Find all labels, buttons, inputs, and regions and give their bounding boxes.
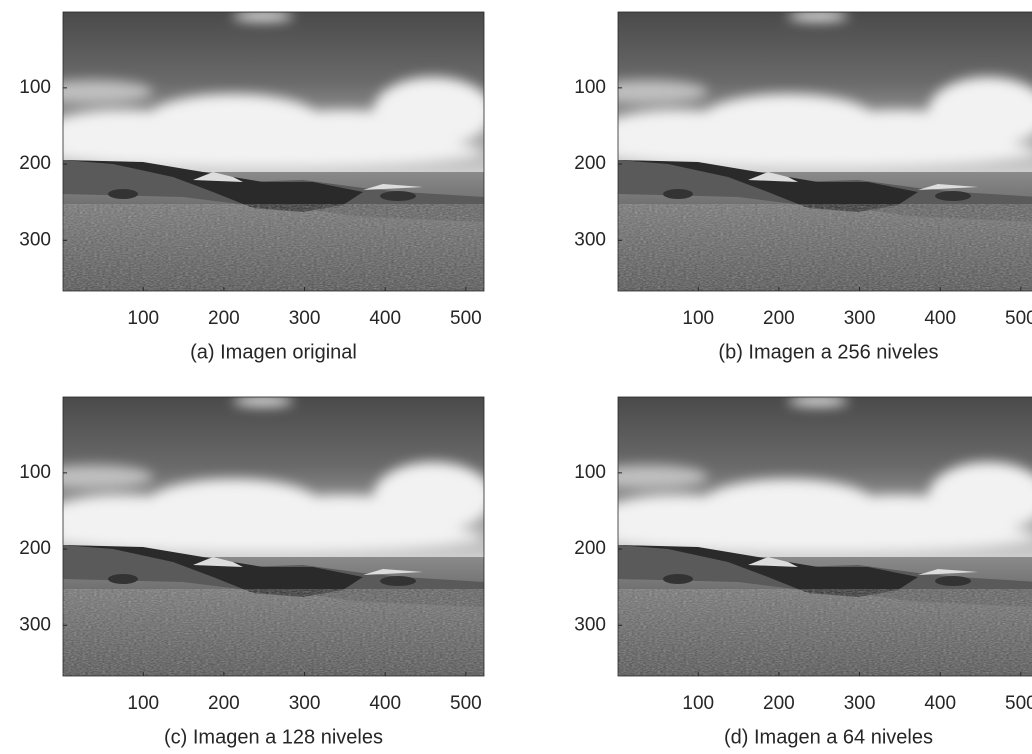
x-tick-label: 400	[924, 308, 956, 329]
x-axis-label: (d) Imagen a 64 niveles	[724, 726, 933, 748]
y-tick-label: 300	[19, 229, 51, 250]
image	[588, 396, 1032, 676]
x-tick-label: 100	[682, 308, 714, 329]
x-tick-label: 500	[1005, 693, 1032, 714]
x-tick-label: 400	[369, 693, 401, 714]
x-axis-label: (c) Imagen a 128 niveles	[164, 726, 383, 748]
x-tick-label: 200	[208, 308, 240, 329]
y-tick-label: 200	[574, 153, 606, 174]
x-tick-label: 100	[682, 693, 714, 714]
x-tick-label: 100	[127, 308, 159, 329]
x-axis-label: (a) Imagen original	[190, 341, 357, 363]
x-axis-label: (b) Imagen a 256 niveles	[718, 341, 938, 363]
x-tick-label: 200	[763, 308, 795, 329]
y-tick-label: 300	[19, 614, 51, 635]
x-tick-label: 500	[1005, 308, 1032, 329]
y-tick-label: 100	[574, 462, 606, 483]
figure: 100 200 300 400 500 100 200 300 (a) Imagen origi…	[0, 0, 1032, 754]
x-tick-label: 300	[289, 693, 321, 714]
y-tick-label: 100	[574, 77, 606, 98]
y-tick-label: 200	[19, 538, 51, 559]
x-tick-label: 400	[369, 308, 401, 329]
x-tick-label: 300	[289, 308, 321, 329]
x-tick-label: 500	[450, 693, 482, 714]
x-tick-label: 200	[208, 693, 240, 714]
image	[33, 396, 493, 676]
image	[33, 11, 493, 291]
y-tick-label: 300	[574, 229, 606, 250]
x-tick-label: 200	[763, 693, 795, 714]
x-tick-label: 300	[844, 308, 876, 329]
y-tick-label: 200	[19, 153, 51, 174]
y-tick-label: 200	[574, 538, 606, 559]
y-tick-label: 100	[19, 77, 51, 98]
x-tick-label: 300	[844, 693, 876, 714]
x-tick-label: 500	[450, 308, 482, 329]
x-tick-label: 400	[924, 693, 956, 714]
y-tick-label: 100	[19, 462, 51, 483]
image	[588, 11, 1032, 291]
x-tick-label: 100	[127, 693, 159, 714]
y-tick-label: 300	[574, 614, 606, 635]
